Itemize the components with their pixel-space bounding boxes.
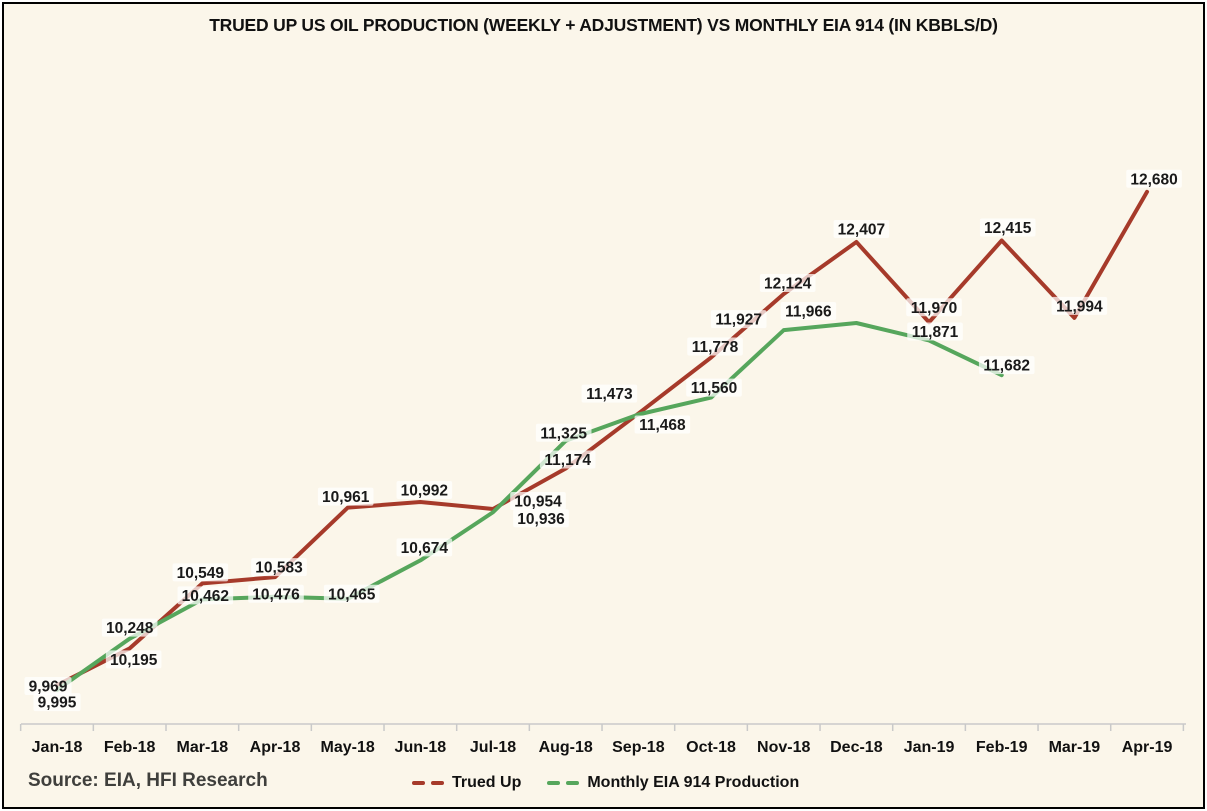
data-label-halo (1051, 296, 1108, 315)
x-axis-label: May-18 (321, 739, 375, 756)
x-axis-label: Apr-19 (1122, 739, 1173, 756)
data-label-halo (513, 509, 569, 528)
data-label-halo (979, 218, 1036, 237)
monthly-data-label: 11,682 (983, 358, 1030, 375)
trued-up-data-label: 9,995 (38, 695, 77, 712)
legend-label: Trued Up (452, 774, 522, 791)
x-axis-label: Sep-18 (612, 739, 665, 756)
trued-up-data-label: 10,954 (514, 493, 562, 510)
x-axis-label: Mar-18 (177, 739, 229, 756)
trued-up-data-label: 10,583 (255, 560, 303, 577)
trued-up-data-label: 10,992 (401, 482, 448, 499)
trued-up-dash-icon (412, 781, 425, 785)
monthly-data-label: 11,927 (715, 312, 762, 329)
trued-up-dash-icon (431, 781, 444, 785)
trued-up-data-label: 12,124 (764, 275, 812, 292)
monthly-data-label: 11,871 (912, 324, 959, 341)
x-axis-label: Feb-19 (976, 739, 1028, 756)
data-label-halo (710, 310, 767, 329)
x-axis-label: Mar-19 (1049, 739, 1101, 756)
data-label-halo (317, 487, 374, 506)
x-axis-label: Aug-18 (539, 739, 593, 756)
data-label-halo (248, 584, 304, 603)
trued-up-data-label: 11,174 (544, 452, 591, 469)
trued-up-data-label: 11,778 (692, 339, 739, 356)
monthly-dash-icon (547, 781, 561, 785)
trued-up-data-label: 11,473 (586, 386, 633, 403)
trued-up-data-label: 11,994 (1056, 298, 1103, 315)
legend-item-trued-up: Trued Up (412, 774, 521, 792)
x-axis-label: Feb-18 (104, 739, 156, 756)
x-axis-label: Jan-19 (904, 739, 955, 756)
x-axis-label: Jan-18 (32, 739, 83, 756)
data-label-halo (687, 337, 743, 356)
data-label-halo (510, 491, 566, 510)
data-label-halo (539, 450, 596, 469)
monthly-data-label: 10,248 (106, 620, 154, 637)
data-label-halo (396, 538, 453, 557)
data-label-halo (172, 563, 229, 582)
trued-up-line (55, 189, 1150, 688)
monthly-data-label: 11,325 (540, 425, 587, 442)
data-label-halo (906, 298, 962, 317)
data-label-halo (1126, 169, 1182, 188)
chart-footer: Source: EIA, HFI Research Trued Up Month… (4, 766, 1203, 802)
data-label-halo (634, 415, 691, 434)
trued-up-data-label: 10,549 (177, 565, 225, 582)
data-label-halo (323, 584, 380, 603)
data-label-halo (686, 378, 742, 397)
legend-label: Monthly EIA 914 Production (587, 774, 800, 791)
monthly-data-label: 11,468 (639, 417, 686, 434)
x-axis-label: Jun-18 (395, 739, 447, 756)
x-axis-label: Nov-18 (757, 739, 810, 756)
x-axis-label: Apr-18 (250, 739, 301, 756)
monthly-data-label: 11,966 (785, 303, 832, 320)
trued-up-data-label: 11,970 (911, 300, 958, 317)
data-label-halo (978, 356, 1035, 375)
monthly-dash-icon (566, 781, 580, 785)
data-label-halo (535, 423, 592, 442)
monthly-data-label: 10,936 (517, 511, 565, 528)
trued-up-data-label: 12,680 (1130, 171, 1177, 188)
chart-canvas: Jan-18 Feb-18 Mar-18 Apr-18 May-18 Jun-18 Jul-… (19, 169, 1186, 756)
trued-up-data-label: 12,407 (838, 221, 885, 238)
x-axis-label: Dec-18 (830, 739, 883, 756)
monthly-data-label: 10,476 (252, 586, 300, 603)
data-label-halo (833, 219, 890, 238)
x-axis-label: Oct-18 (686, 739, 736, 756)
data-label-halo (105, 650, 162, 669)
data-label-halo (24, 676, 72, 695)
data-label-halo (177, 586, 234, 605)
trued-up-data-label: 12,415 (984, 220, 1032, 237)
x-axis-label: Jul-18 (470, 739, 516, 756)
monthly-data-label: 10,465 (328, 586, 376, 603)
chart-title: TRUED UP US OIL PRODUCTION (WEEKLY + ADJ… (209, 15, 998, 35)
monthly-data-label: 11,560 (691, 380, 738, 397)
data-label-halo (907, 322, 963, 341)
monthly-data-label: 10,674 (401, 540, 449, 557)
data-label-halo (581, 384, 638, 403)
data-label-halo (101, 618, 158, 637)
trued-up-data-label: 10,961 (322, 489, 370, 506)
monthly-data-label: 10,462 (182, 588, 229, 605)
data-label-halo (396, 480, 453, 499)
source-note: Source: EIA, HFI Research (28, 770, 268, 791)
trued-up-data-label: 10,195 (110, 652, 158, 669)
legend: Trued Up Monthly EIA 914 Production (412, 774, 799, 792)
data-label-halo (33, 693, 81, 712)
data-label-halo (780, 301, 837, 320)
data-label-halo (759, 273, 816, 292)
data-label-halo (251, 558, 307, 577)
legend-item-monthly: Monthly EIA 914 Production (547, 774, 799, 792)
monthly-data-label: 9,969 (29, 678, 68, 695)
